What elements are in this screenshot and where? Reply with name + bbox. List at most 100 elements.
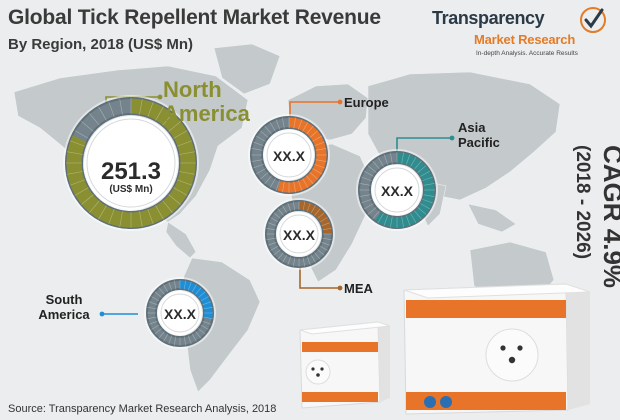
gauge-tick-europe	[264, 125, 272, 135]
gauge-tick-mea	[314, 252, 321, 260]
label-mea: MEA	[344, 281, 373, 296]
brand-logo: Transparency Market Research In-depth An…	[432, 6, 612, 66]
gauge-tick-europe	[293, 117, 296, 129]
gauge-tick-south_america	[200, 296, 209, 302]
gauge-tick-asia_pacific	[383, 215, 389, 226]
gauge-tick-mea	[319, 245, 328, 251]
gauge-tick-north_america	[119, 211, 123, 228]
leader-mea	[299, 268, 340, 289]
gauge-tick-asia_pacific	[417, 165, 427, 173]
gauge-tick-mea	[322, 237, 332, 241]
gauge-tick-europe	[314, 163, 325, 169]
gauge-tick-mea	[282, 254, 288, 263]
gauge-tick-asia_pacific	[361, 176, 372, 182]
gauge-tick-asia_pacific	[363, 203, 374, 210]
logo-tagline: In-depth Analysis. Accurate Results	[476, 50, 578, 57]
gauge-tick-north_america	[173, 130, 188, 139]
gauge-tick-mea	[306, 202, 311, 212]
gauge-fill-europe	[277, 117, 327, 193]
map-greenland	[213, 43, 281, 95]
gauge-tick-europe	[251, 159, 263, 162]
gauge-tick-asia_pacific	[390, 216, 393, 228]
label-north-america: North America	[163, 78, 253, 126]
gauge-tick-mea	[273, 212, 281, 219]
gauge-tick-europe	[259, 172, 269, 180]
gauge-tick-south_america	[183, 280, 187, 290]
gauge-tick-europe	[282, 117, 285, 129]
gauge-tick-asia_pacific	[423, 183, 435, 186]
gauge-tick-south_america	[200, 324, 209, 330]
gauge-tick-asia_pacific	[420, 170, 431, 177]
gauge-center-south_america	[158, 291, 202, 335]
leader-dot-asia-pacific	[449, 135, 455, 141]
gauge-tick-south_america	[173, 336, 177, 346]
gauge-fill-north_america	[66, 98, 196, 228]
gauge-tick-mea	[270, 245, 279, 251]
gauge-tick-mea	[267, 222, 277, 227]
gauge-tick-asia_pacific	[363, 170, 374, 177]
gauge-fill-mea	[298, 201, 332, 235]
gauge-tick-north_america	[147, 101, 154, 118]
gauge-tick-mea	[292, 257, 296, 267]
gauge-center-mea	[277, 212, 321, 256]
gauge-tick-mea	[277, 208, 284, 216]
label-south-america: South America	[38, 292, 90, 322]
gauge-tick-europe	[309, 130, 319, 138]
gauge-tick-north_america	[168, 120, 181, 132]
gauge-tick-mea	[266, 237, 276, 241]
gauge-tick-south_america	[151, 296, 160, 302]
gauge-tick-mea	[287, 202, 292, 212]
gauge-tick-mea	[317, 212, 325, 219]
gauge-tick-europe	[309, 172, 319, 180]
label-asia-pacific: Asia Pacific	[458, 120, 500, 150]
gauge-tick-mea	[310, 254, 316, 263]
gauge-center-ring-europe	[266, 132, 312, 178]
gauge-center-north_america	[84, 116, 178, 210]
gauge-tick-north_america	[69, 140, 86, 147]
gauge-tick-mea	[282, 205, 288, 214]
gauge-tick-south_america	[154, 291, 162, 298]
gauge-tick-europe	[275, 119, 281, 130]
gauge-tick-mea	[310, 205, 316, 214]
gauge-tick-south_america	[147, 306, 157, 310]
gauge-tick-asia_pacific	[417, 207, 427, 215]
gauge-tick-asia_pacific	[401, 152, 404, 164]
gauge-tick-europe	[312, 135, 323, 142]
gauge-tick-south_america	[154, 328, 162, 335]
gauge-tick-mea	[314, 208, 321, 216]
gauge-tick-europe	[315, 159, 327, 162]
gauge-tick-north_america	[147, 208, 154, 225]
gauge-tick-north_america	[81, 194, 94, 206]
gauge-tick-asia_pacific	[367, 207, 377, 215]
gauge-tick-asia_pacific	[372, 210, 380, 220]
gauge-tick-south_america	[148, 320, 158, 325]
gauge-tick-europe	[253, 163, 264, 169]
gauge-tick-north_america	[176, 140, 193, 147]
gauge-tick-europe	[269, 121, 276, 132]
gauge-tick-north_america	[74, 130, 89, 139]
leader-dot-north-america	[157, 94, 163, 100]
gauge-tick-europe	[312, 168, 323, 175]
gauge-tick-asia_pacific	[390, 152, 393, 164]
gauge-tick-north_america	[66, 171, 83, 175]
gauge-tick-south_america	[191, 284, 197, 293]
gauge-tick-south_america	[198, 328, 206, 335]
map-se-asia	[467, 203, 517, 233]
product-box-large	[403, 283, 591, 415]
leader-dot-europe	[337, 99, 343, 105]
gauge-tick-north_america	[173, 187, 188, 196]
gauge-center-asia_pacific	[372, 165, 422, 215]
gauge-tick-asia_pacific	[367, 165, 377, 173]
leader-dot-mea	[337, 285, 343, 291]
value-asia-pacific: XX.X	[381, 183, 413, 199]
gauge-tick-mea	[321, 222, 331, 227]
gauge-tick-north_america	[108, 101, 115, 118]
leader-dot-south-america	[99, 311, 105, 317]
gauge-tick-north_america	[108, 208, 115, 225]
gauge-tick-north_america	[162, 113, 174, 126]
gauge-tick-south_america	[147, 316, 157, 320]
value-south-america: XX.X	[164, 306, 196, 322]
map-central-america	[165, 221, 197, 259]
gauge-tick-europe	[306, 175, 314, 185]
